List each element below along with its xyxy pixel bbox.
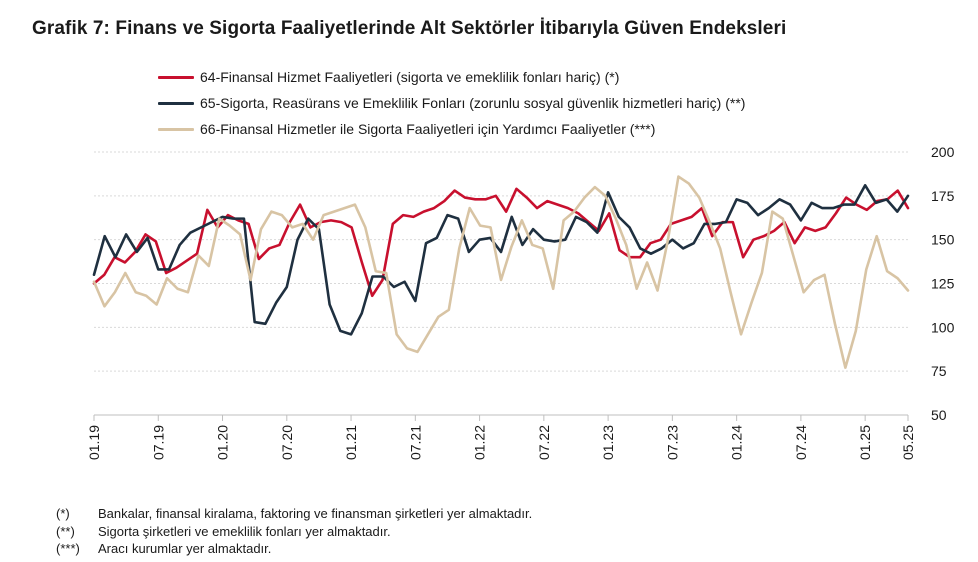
y-tick-label: 150 xyxy=(931,232,955,248)
x-tick-label: 07.21 xyxy=(407,425,423,460)
footnote-text: Sigorta şirketleri ve emeklilik fonları … xyxy=(98,523,391,539)
x-tick-label: 01.19 xyxy=(86,425,102,460)
footnotes: (*) Bankalar, finansal kiralama, faktori… xyxy=(56,505,532,558)
footnote-mark: (*) xyxy=(56,506,70,521)
legend-label-64: 64-Finansal Hizmet Faaliyetleri (sigorta… xyxy=(200,69,620,85)
axes: 50 75 100 125 150 175 200 01.19 07.19 01.20 07.20 0… xyxy=(86,144,955,460)
x-tick-label: 05.25 xyxy=(900,425,916,460)
chart-legend: 64-Finansal Hizmet Faaliyetleri (sigorta… xyxy=(158,64,745,142)
legend-item-65: 65-Sigorta, Reasürans ve Emeklilik Fonla… xyxy=(158,90,745,116)
x-tick-label: 07.23 xyxy=(664,425,680,460)
grid xyxy=(94,151,908,372)
legend-swatch-64 xyxy=(158,75,194,79)
footnote-mark: (**) xyxy=(56,523,75,539)
footnote-2: (**) Sigorta şirketleri ve emeklilik fon… xyxy=(56,523,532,541)
x-tick-label: 01.20 xyxy=(215,425,231,460)
x-tick-label: 01.23 xyxy=(600,425,616,460)
series-line-66 xyxy=(92,175,910,369)
legend-label-65: 65-Sigorta, Reasürans ve Emeklilik Fonla… xyxy=(200,95,746,111)
x-tick-label: 07.19 xyxy=(150,425,166,460)
footnote-mark: (***) xyxy=(56,541,80,556)
legend-label-66: 66-Finansal Hizmetler ile Sigorta Faaliy… xyxy=(200,121,656,137)
series-line-64 xyxy=(92,187,910,298)
x-tick-label: 01.24 xyxy=(729,425,745,460)
legend-item-66: 66-Finansal Hizmetler ile Sigorta Faaliy… xyxy=(158,116,745,142)
y-tick-label: 175 xyxy=(931,188,955,204)
footnote-text: Aracı kurumlar yer almaktadır. xyxy=(98,541,272,556)
footnote-1: (*) Bankalar, finansal kiralama, faktori… xyxy=(56,505,532,523)
footnote-3: (***) Aracı kurumlar yer almaktadır. xyxy=(56,540,532,558)
legend-item-64: 64-Finansal Hizmet Faaliyetleri (sigorta… xyxy=(158,64,745,90)
legend-swatch-65 xyxy=(158,101,194,105)
x-tick-label: 07.20 xyxy=(279,425,295,460)
y-tick-label: 125 xyxy=(931,276,955,292)
chart-title: Grafik 7: Finans ve Sigorta Faaliyetleri… xyxy=(32,18,787,39)
x-tick-label: 01.25 xyxy=(857,425,873,460)
x-tick-label: 07.24 xyxy=(793,425,809,460)
x-tick-label: 01.21 xyxy=(343,425,359,460)
y-tick-label: 50 xyxy=(931,407,947,423)
x-tick-label: 01.22 xyxy=(472,425,488,460)
y-tick-label: 200 xyxy=(931,144,955,160)
y-tick-label: 100 xyxy=(931,319,955,335)
series-line-65 xyxy=(92,184,910,336)
y-tick-label: 75 xyxy=(931,363,947,379)
footnote-text: Bankalar, finansal kiralama, faktoring v… xyxy=(98,506,533,521)
x-tick-label: 07.22 xyxy=(536,425,552,460)
line-chart: 50 75 100 125 150 175 200 01.19 07.19 01.20 07.20 0… xyxy=(86,144,955,460)
legend-swatch-66 xyxy=(158,127,194,131)
series-lines xyxy=(92,175,910,369)
